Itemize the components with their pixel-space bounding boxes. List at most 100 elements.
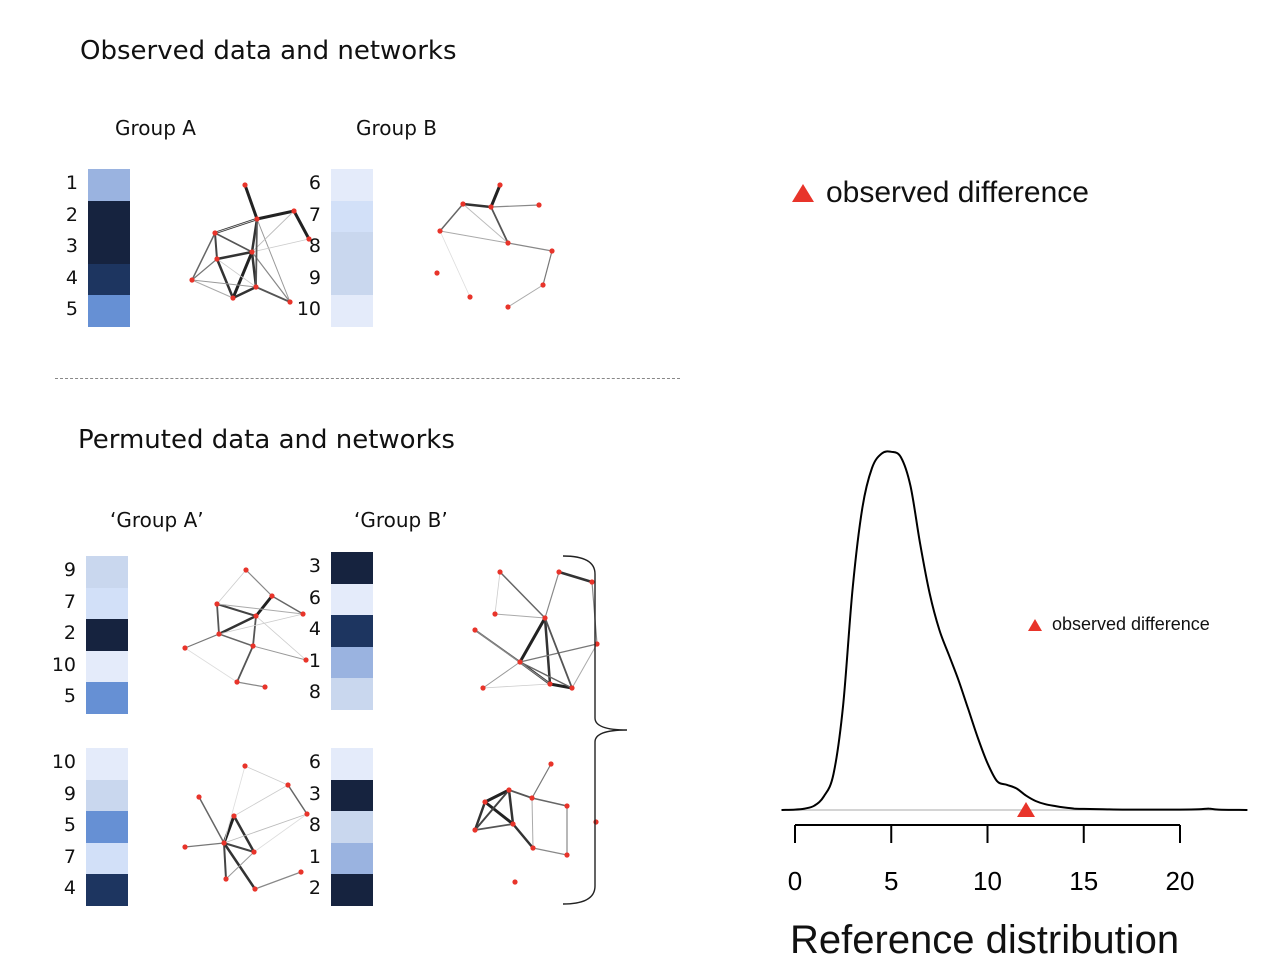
network-node <box>437 228 443 234</box>
network-edge <box>252 615 257 647</box>
network-edge <box>483 800 515 826</box>
network-node <box>242 763 248 769</box>
network-node <box>243 567 249 573</box>
network-edge <box>216 603 257 617</box>
network-edge <box>255 286 291 303</box>
network-node <box>303 657 309 663</box>
heatmap-cell <box>331 200 373 233</box>
network-node <box>529 795 535 801</box>
network-edge <box>482 661 521 689</box>
network-edge <box>483 788 511 804</box>
heatmap-cell <box>331 263 373 296</box>
network-edge <box>251 238 310 253</box>
heatmap-cell <box>331 615 373 647</box>
row-label: 7 <box>63 845 76 868</box>
heatmap-cell <box>331 874 373 906</box>
network-edge <box>231 250 254 300</box>
x-tick-label: 10 <box>973 866 1002 896</box>
heatmap-cell <box>88 232 130 264</box>
row-label: 10 <box>51 653 76 676</box>
heatmap-cell <box>88 169 130 201</box>
network-edge <box>191 232 216 281</box>
x-tick-label: 20 <box>1166 866 1195 896</box>
row-label: 4 <box>63 877 76 899</box>
network-edge <box>571 643 598 689</box>
heatmap-cell <box>331 232 373 264</box>
network-edge <box>532 847 568 856</box>
group-b-title: Group B <box>356 116 437 140</box>
row-label: 5 <box>63 814 76 836</box>
network-node <box>196 794 202 800</box>
network-edge <box>214 232 253 253</box>
network-edge <box>223 813 308 844</box>
row-label: 4 <box>308 618 321 640</box>
observed-section-title: Observed data and networks <box>80 36 457 66</box>
network-node <box>512 879 518 885</box>
x-tick-label: 0 <box>788 866 802 896</box>
network-edge <box>490 206 509 244</box>
network-edge <box>544 617 573 689</box>
heatmap-cell <box>88 263 130 296</box>
heatmap-cell <box>331 678 373 710</box>
network-node <box>250 643 256 649</box>
network-edge <box>499 571 546 619</box>
row-label: 1 <box>308 845 321 868</box>
network-node <box>517 659 523 665</box>
network-node <box>492 611 498 617</box>
row-label: 7 <box>308 203 321 226</box>
network-edge <box>494 613 546 619</box>
network-edge <box>511 822 535 850</box>
heatmap-cell <box>86 556 128 588</box>
network-edge <box>198 796 225 844</box>
network-edge <box>216 569 247 605</box>
network-edge <box>184 647 238 683</box>
row-label: 10 <box>296 298 321 320</box>
network-edge <box>214 218 258 234</box>
network-edge <box>548 682 574 690</box>
row-label: 8 <box>308 814 321 836</box>
row-label: 10 <box>51 751 76 773</box>
group-a-title: Group A <box>115 116 196 140</box>
network-node <box>536 202 542 208</box>
heatmap-cell <box>331 779 373 812</box>
network-node <box>467 294 473 300</box>
network-edge <box>287 784 308 815</box>
network-node <box>510 821 516 827</box>
heatmap-cell <box>331 169 373 201</box>
network-edge <box>508 789 533 799</box>
network-edge <box>255 218 258 288</box>
heatmap-cell <box>86 619 128 651</box>
network-graph <box>182 763 310 892</box>
network-edge <box>232 814 256 854</box>
heatmap-cell <box>331 842 373 875</box>
row-label: 1 <box>65 172 78 194</box>
heatmap-cell <box>86 650 128 683</box>
heatmap-cell <box>86 587 128 620</box>
network-node <box>214 601 220 607</box>
network-node <box>262 684 268 690</box>
network-node <box>547 681 553 687</box>
permuted-group-b-title: ‘Group B’ <box>354 508 448 532</box>
chart-legend-label: observed difference <box>1052 614 1210 634</box>
network-node <box>214 256 220 262</box>
x-tick-label: 15 <box>1069 866 1098 896</box>
network-edge <box>255 209 296 221</box>
network-node <box>253 284 259 290</box>
heatmap-cell <box>331 295 373 327</box>
network-edge <box>254 594 274 618</box>
row-label: 4 <box>65 266 78 289</box>
row-label: 9 <box>63 559 76 581</box>
row-label: 3 <box>65 235 78 257</box>
network-edge <box>184 633 220 649</box>
row-label: 6 <box>308 751 321 773</box>
network-node <box>304 811 310 817</box>
network-node <box>216 631 222 637</box>
network-edge <box>474 629 551 685</box>
network-edge <box>518 616 547 664</box>
network-node <box>212 230 218 236</box>
network-edge <box>519 661 573 689</box>
network-edge <box>507 242 553 252</box>
network-edge <box>439 230 471 298</box>
network-node <box>251 849 257 855</box>
network-node <box>249 249 255 255</box>
